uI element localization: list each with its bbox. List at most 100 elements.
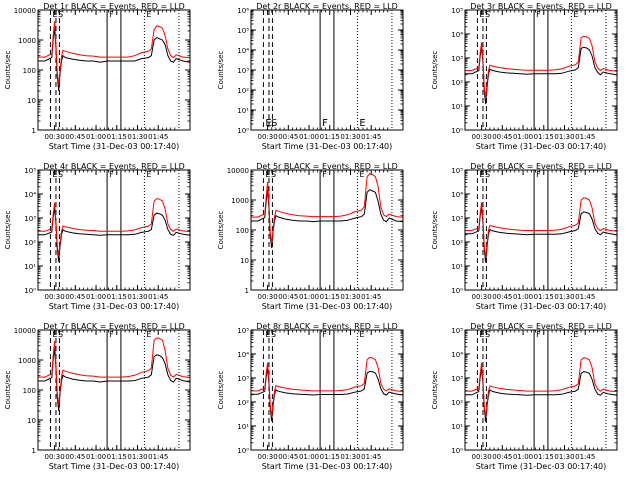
plot-frame bbox=[464, 329, 618, 451]
x-tick-label: 01:30 bbox=[127, 133, 147, 141]
detector-panel: Det 6r BLACK = Events, RED = LLD Counts/s… bbox=[431, 162, 618, 311]
x-tick-label: 01:00 bbox=[513, 133, 533, 141]
plot-frame bbox=[250, 329, 404, 451]
x-tick-label: 01:30 bbox=[554, 293, 574, 301]
y-axis-title: Counts/sec bbox=[4, 211, 12, 250]
marker-label: S bbox=[58, 10, 63, 19]
y-axis-title: Counts/sec bbox=[431, 51, 439, 90]
x-tick-label: 00:30 bbox=[471, 133, 491, 141]
marker-label: E bbox=[359, 170, 364, 179]
x-tick-label: 00:45 bbox=[492, 293, 512, 301]
y-tick-label: 10¹ bbox=[237, 423, 249, 431]
lld-series-line bbox=[38, 337, 191, 406]
marker-label: S bbox=[271, 170, 276, 179]
y-tick-label: 10¹ bbox=[237, 107, 249, 115]
marker-label: E bbox=[479, 10, 484, 19]
y-tick-label: 10 bbox=[27, 417, 36, 425]
y-tick-label: 10⁰ bbox=[24, 287, 36, 295]
x-axis-title: Start Time (31-Dec-03 00:17:40) bbox=[49, 142, 180, 151]
marker-label: F bbox=[109, 10, 114, 19]
x-tick-label: 01:15 bbox=[107, 453, 127, 461]
y-tick-label: 10⁴ bbox=[451, 31, 463, 39]
y-axis-title: Counts/sec bbox=[217, 211, 225, 250]
y-tick-label: 10⁰ bbox=[451, 287, 463, 295]
x-tick-label: 01:00 bbox=[513, 293, 533, 301]
y-axis-title: Counts/sec bbox=[431, 371, 439, 410]
marker-label: E bbox=[359, 118, 365, 129]
x-tick-label: 00:30 bbox=[257, 453, 277, 461]
panel-title: Det 1r BLACK = Events, RED = LLD bbox=[43, 2, 185, 11]
y-tick-label: 10² bbox=[451, 79, 463, 87]
x-tick-label: 01:15 bbox=[320, 293, 340, 301]
y-tick-label: 10⁴ bbox=[237, 351, 249, 359]
y-tick-label: 10² bbox=[237, 87, 249, 95]
x-axis-title: Start Time (31-Dec-03 00:17:40) bbox=[262, 462, 393, 471]
y-tick-label: 10 bbox=[27, 97, 36, 105]
plot-frame bbox=[37, 329, 191, 451]
x-axis-title: Start Time (31-Dec-03 00:17:40) bbox=[262, 142, 393, 151]
x-tick-label: 01:15 bbox=[320, 453, 340, 461]
x-tick-label: 01:45 bbox=[361, 293, 381, 301]
marker-label: F bbox=[322, 170, 327, 179]
detector-panel: Det 4r BLACK = Events, RED = LLD Counts/s… bbox=[4, 162, 191, 311]
x-tick-label: 01:00 bbox=[86, 453, 106, 461]
y-tick-label: 10000 bbox=[14, 327, 36, 335]
plot-frame bbox=[37, 169, 191, 291]
x-tick-label: 01:30 bbox=[127, 293, 147, 301]
y-tick-label: 1000 bbox=[18, 37, 36, 45]
y-tick-label: 10⁵ bbox=[237, 327, 249, 335]
x-tick-label: 01:45 bbox=[575, 133, 595, 141]
panel-title: Det 8r BLACK = Events, RED = LLD bbox=[256, 322, 398, 331]
x-axis-title: Start Time (31-Dec-03 00:17:40) bbox=[476, 142, 607, 151]
marker-label: E bbox=[479, 330, 484, 339]
marker-label: F bbox=[536, 330, 541, 339]
panel-title: Det 4r BLACK = Events, RED = LLD bbox=[43, 162, 185, 171]
y-tick-label: 10³ bbox=[237, 67, 249, 75]
y-tick-label: 10⁵ bbox=[451, 327, 463, 335]
detector-panel: Det 5r BLACK = Events, RED = LLD Counts/s… bbox=[217, 162, 404, 311]
panel-title: Det 2r BLACK = Events, RED = LLD bbox=[256, 2, 398, 11]
detector-panel: Det 1r BLACK = Events, RED = LLD Counts/s… bbox=[4, 2, 191, 151]
marker-label: E bbox=[146, 170, 151, 179]
marker-label: S bbox=[485, 170, 490, 179]
y-axis-title: Counts/sec bbox=[4, 51, 12, 90]
marker-label: E bbox=[52, 10, 57, 19]
lld-series-line bbox=[465, 35, 618, 99]
marker-label: E bbox=[52, 170, 57, 179]
detector-panel: Det 3r BLACK = Events, RED = LLD Counts/s… bbox=[431, 2, 618, 151]
marker-label: E bbox=[573, 10, 578, 19]
y-tick-label: 10² bbox=[24, 239, 36, 247]
x-axis-title: Start Time (31-Dec-03 00:17:40) bbox=[476, 302, 607, 311]
x-tick-label: 01:30 bbox=[340, 293, 360, 301]
y-tick-label: 1000 bbox=[18, 357, 36, 365]
lld-series-line bbox=[251, 173, 404, 244]
marker-label: E bbox=[479, 170, 484, 179]
x-tick-label: 01:30 bbox=[554, 133, 574, 141]
x-axis-title: Start Time (31-Dec-03 00:17:40) bbox=[49, 462, 180, 471]
x-tick-label: 00:45 bbox=[278, 293, 298, 301]
y-tick-label: 10⁶ bbox=[237, 7, 249, 15]
x-tick-label: 00:30 bbox=[44, 133, 64, 141]
y-tick-label: 10000 bbox=[14, 7, 36, 15]
x-tick-label: 00:30 bbox=[44, 293, 64, 301]
y-tick-label: 10⁴ bbox=[451, 351, 463, 359]
y-tick-label: 1 bbox=[32, 127, 36, 135]
y-tick-label: 10³ bbox=[451, 215, 463, 223]
marker-label: F bbox=[322, 330, 327, 339]
marker-label: E bbox=[265, 330, 270, 339]
lld-series-line bbox=[38, 21, 191, 86]
y-tick-label: 10000 bbox=[227, 167, 249, 175]
y-tick-label: 10³ bbox=[237, 375, 249, 383]
x-tick-label: 00:45 bbox=[278, 453, 298, 461]
x-tick-label: 01:15 bbox=[534, 453, 554, 461]
y-tick-label: 10⁵ bbox=[451, 7, 463, 15]
y-tick-label: 10⁰ bbox=[451, 127, 463, 135]
plot-frame bbox=[464, 9, 618, 131]
x-tick-label: 00:30 bbox=[471, 293, 491, 301]
marker-label: F bbox=[322, 118, 328, 129]
y-tick-label: 10⁰ bbox=[237, 127, 249, 135]
x-tick-label: 01:45 bbox=[148, 293, 168, 301]
x-tick-label: 01:00 bbox=[299, 133, 319, 141]
x-tick-label: 01:00 bbox=[299, 453, 319, 461]
